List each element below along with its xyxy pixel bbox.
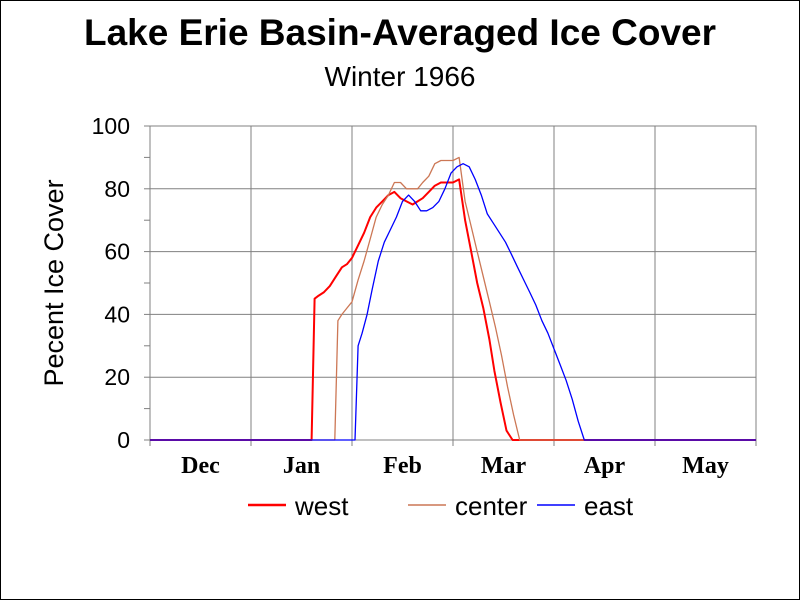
x-tick-label: Jan [283,453,320,479]
y-tick-label: 100 [92,113,130,139]
y-tick-label: 20 [104,364,130,390]
x-tick-label: Dec [181,453,220,479]
legend: west center east [248,491,634,521]
y-tick-label: 60 [104,239,130,265]
x-tick-label: Feb [383,453,422,479]
x-tick-label: Apr [584,453,626,479]
y-axis-ticks: 0 20 40 60 80 100 [92,113,150,453]
x-tick-label: Mar [481,453,527,479]
legend-label-east: east [584,491,634,521]
legend-label-center: center [455,491,528,521]
series-lines [150,156,756,441]
series-line-center [150,156,756,441]
grid [149,125,757,441]
series-line-west [150,178,756,441]
y-axis-label: Pecent Ice Cover [39,179,69,386]
chart-subtitle: Winter 1966 [324,61,476,92]
legend-label-west: west [294,491,349,521]
series-line-east [150,163,756,441]
y-tick-label: 40 [104,301,130,327]
chart-title: Lake Erie Basin-Averaged Ice Cover [83,12,717,53]
x-axis-ticks: Dec Jan Feb Mar Apr May [149,440,757,479]
y-tick-label: 0 [117,427,130,453]
x-tick-label: May [682,453,729,479]
y-tick-label: 80 [104,176,130,202]
